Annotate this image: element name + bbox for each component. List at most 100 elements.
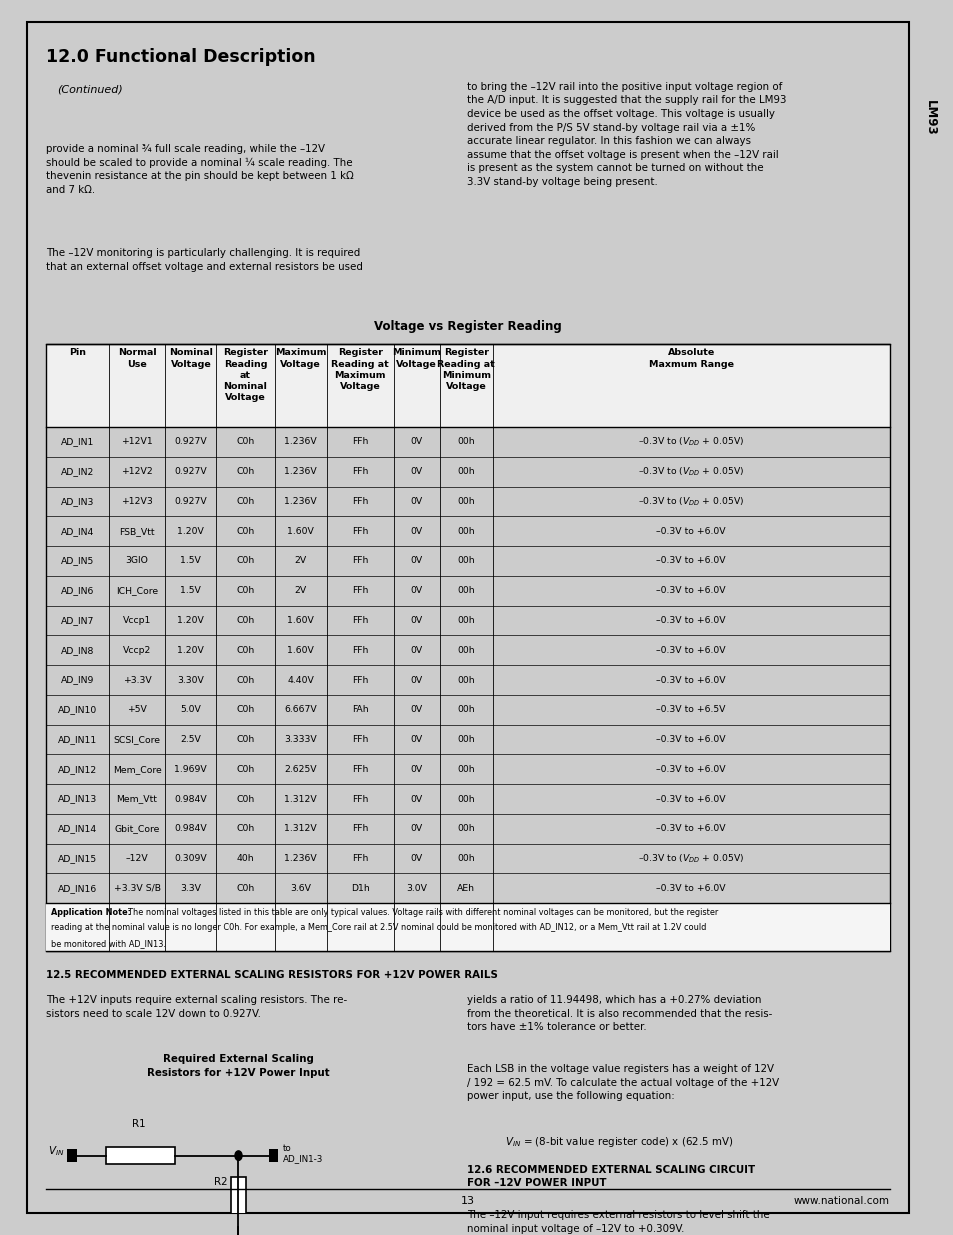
Text: 0V: 0V — [410, 735, 422, 743]
Text: FAh: FAh — [352, 705, 368, 714]
Text: C0h: C0h — [236, 676, 254, 684]
Text: Nominal
Voltage: Nominal Voltage — [169, 348, 213, 368]
Text: –0.3V to ($V_{DD}$ + 0.05V): –0.3V to ($V_{DD}$ + 0.05V) — [638, 852, 743, 864]
Text: FFh: FFh — [352, 467, 368, 477]
Text: C0h: C0h — [236, 824, 254, 834]
Text: 0V: 0V — [410, 496, 422, 506]
Text: Mem_Core: Mem_Core — [112, 764, 161, 774]
Text: 1.60V: 1.60V — [287, 646, 314, 655]
Text: 00h: 00h — [456, 646, 475, 655]
Text: C0h: C0h — [236, 496, 254, 506]
Text: 0.927V: 0.927V — [174, 467, 207, 477]
Text: 00h: 00h — [456, 855, 475, 863]
Text: 12.0 Functional Description: 12.0 Functional Description — [46, 48, 315, 67]
Text: –0.3V to +6.5V: –0.3V to +6.5V — [656, 705, 725, 714]
Text: 2V: 2V — [294, 587, 307, 595]
Text: Maximum
Voltage: Maximum Voltage — [274, 348, 326, 368]
Text: 1.312V: 1.312V — [284, 794, 316, 804]
Text: FFh: FFh — [352, 557, 368, 566]
Text: 0V: 0V — [410, 824, 422, 834]
Text: to
AD_IN1-3: to AD_IN1-3 — [282, 1144, 323, 1163]
Text: AD_IN15: AD_IN15 — [58, 855, 97, 863]
Text: 0V: 0V — [410, 794, 422, 804]
Text: AD_IN9: AD_IN9 — [61, 676, 94, 684]
Text: 1.5V: 1.5V — [180, 587, 201, 595]
Text: C0h: C0h — [236, 794, 254, 804]
Text: –0.3V to +6.0V: –0.3V to +6.0V — [656, 616, 725, 625]
Text: $V_{IN}$: $V_{IN}$ — [49, 1144, 65, 1157]
Text: The nominal voltages listed in this table are only typical values. Voltage rails: The nominal voltages listed in this tabl… — [128, 908, 718, 918]
Text: FFh: FFh — [352, 764, 368, 774]
Text: Mem_Vtt: Mem_Vtt — [116, 794, 157, 804]
Text: FFh: FFh — [352, 735, 368, 743]
Text: Register
Reading
at
Nominal
Voltage: Register Reading at Nominal Voltage — [223, 348, 268, 401]
Bar — [46, 343, 889, 427]
Text: –0.3V to ($V_{DD}$ + 0.05V): –0.3V to ($V_{DD}$ + 0.05V) — [638, 436, 743, 448]
Text: 0V: 0V — [410, 676, 422, 684]
Text: –0.3V to +6.0V: –0.3V to +6.0V — [656, 764, 725, 774]
Text: 00h: 00h — [456, 437, 475, 446]
Bar — [106, 1147, 174, 1163]
Text: 12.5 RECOMMENDED EXTERNAL SCALING RESISTORS FOR +12V POWER RAILS: 12.5 RECOMMENDED EXTERNAL SCALING RESIST… — [46, 969, 497, 979]
Text: 0V: 0V — [410, 557, 422, 566]
Text: 40h: 40h — [236, 855, 254, 863]
Text: 1.20V: 1.20V — [177, 526, 204, 536]
Text: –0.3V to +6.0V: –0.3V to +6.0V — [656, 735, 725, 743]
Text: AD_IN5: AD_IN5 — [61, 557, 94, 566]
Text: AEh: AEh — [456, 884, 475, 893]
Text: 00h: 00h — [456, 616, 475, 625]
Text: reading at the nominal value is no longer C0h. For example, a Mem_Core rail at 2: reading at the nominal value is no longe… — [51, 924, 706, 932]
Text: Absolute
Maxmum Range: Absolute Maxmum Range — [648, 348, 733, 368]
Text: AD_IN16: AD_IN16 — [58, 884, 97, 893]
Text: 3.3V: 3.3V — [180, 884, 201, 893]
Text: 2.625V: 2.625V — [284, 764, 316, 774]
Circle shape — [234, 1151, 242, 1161]
Text: 3.333V: 3.333V — [284, 735, 316, 743]
Text: Each LSB in the voltage value registers has a weight of 12V
/ 192 = 62.5 mV. To : Each LSB in the voltage value registers … — [467, 1065, 779, 1102]
Text: 3.0V: 3.0V — [406, 884, 427, 893]
Text: +12V1: +12V1 — [121, 437, 152, 446]
Text: –0.3V to ($V_{DD}$ + 0.05V): –0.3V to ($V_{DD}$ + 0.05V) — [638, 466, 743, 478]
Text: 0V: 0V — [410, 526, 422, 536]
Text: The –12V input requires external resistors to level shift the
nominal input volt: The –12V input requires external resisto… — [467, 1210, 769, 1234]
Text: provide a nominal ¾ full scale reading, while the –12V
should be scaled to provi: provide a nominal ¾ full scale reading, … — [46, 143, 354, 195]
Text: AD_IN3: AD_IN3 — [61, 496, 94, 506]
Text: ICH_Core: ICH_Core — [116, 587, 158, 595]
Text: 0.984V: 0.984V — [174, 824, 207, 834]
Text: FFh: FFh — [352, 587, 368, 595]
Text: 00h: 00h — [456, 824, 475, 834]
Text: Pin: Pin — [69, 348, 86, 357]
Text: 0.984V: 0.984V — [174, 794, 207, 804]
Text: Voltage vs Register Reading: Voltage vs Register Reading — [374, 320, 561, 333]
Text: Register
Reading at
Maximum
Voltage: Register Reading at Maximum Voltage — [331, 348, 389, 390]
Bar — [46, 903, 889, 951]
Text: Vccp1: Vccp1 — [123, 616, 151, 625]
Text: FFh: FFh — [352, 676, 368, 684]
Text: 00h: 00h — [456, 557, 475, 566]
Text: –0.3V to +6.0V: –0.3V to +6.0V — [656, 587, 725, 595]
Text: 4.40V: 4.40V — [287, 676, 314, 684]
Text: C0h: C0h — [236, 646, 254, 655]
Text: FFh: FFh — [352, 616, 368, 625]
Text: be monitored with AD_IN13.: be monitored with AD_IN13. — [51, 939, 166, 948]
Text: –0.3V to +6.0V: –0.3V to +6.0V — [656, 526, 725, 536]
Text: +5V: +5V — [127, 705, 147, 714]
Text: 1.236V: 1.236V — [284, 496, 316, 506]
Text: 2.5V: 2.5V — [180, 735, 201, 743]
Text: 1.236V: 1.236V — [284, 855, 316, 863]
Text: D1h: D1h — [351, 884, 369, 893]
Text: FFh: FFh — [352, 794, 368, 804]
Text: 00h: 00h — [456, 496, 475, 506]
Text: 0.927V: 0.927V — [174, 496, 207, 506]
Text: FFh: FFh — [352, 855, 368, 863]
Text: The –12V monitoring is particularly challenging. It is required
that an external: The –12V monitoring is particularly chal… — [46, 248, 363, 272]
Text: 00h: 00h — [456, 587, 475, 595]
Text: Normal
Use: Normal Use — [117, 348, 156, 368]
Text: +12V3: +12V3 — [121, 496, 152, 506]
Text: to bring the –12V rail into the positive input voltage region of
the A/D input. : to bring the –12V rail into the positive… — [467, 82, 785, 186]
Text: 0.927V: 0.927V — [174, 437, 207, 446]
Text: 0.309V: 0.309V — [174, 855, 207, 863]
Text: 1.20V: 1.20V — [177, 646, 204, 655]
Text: –0.3V to +6.0V: –0.3V to +6.0V — [656, 676, 725, 684]
Text: 1.60V: 1.60V — [287, 616, 314, 625]
